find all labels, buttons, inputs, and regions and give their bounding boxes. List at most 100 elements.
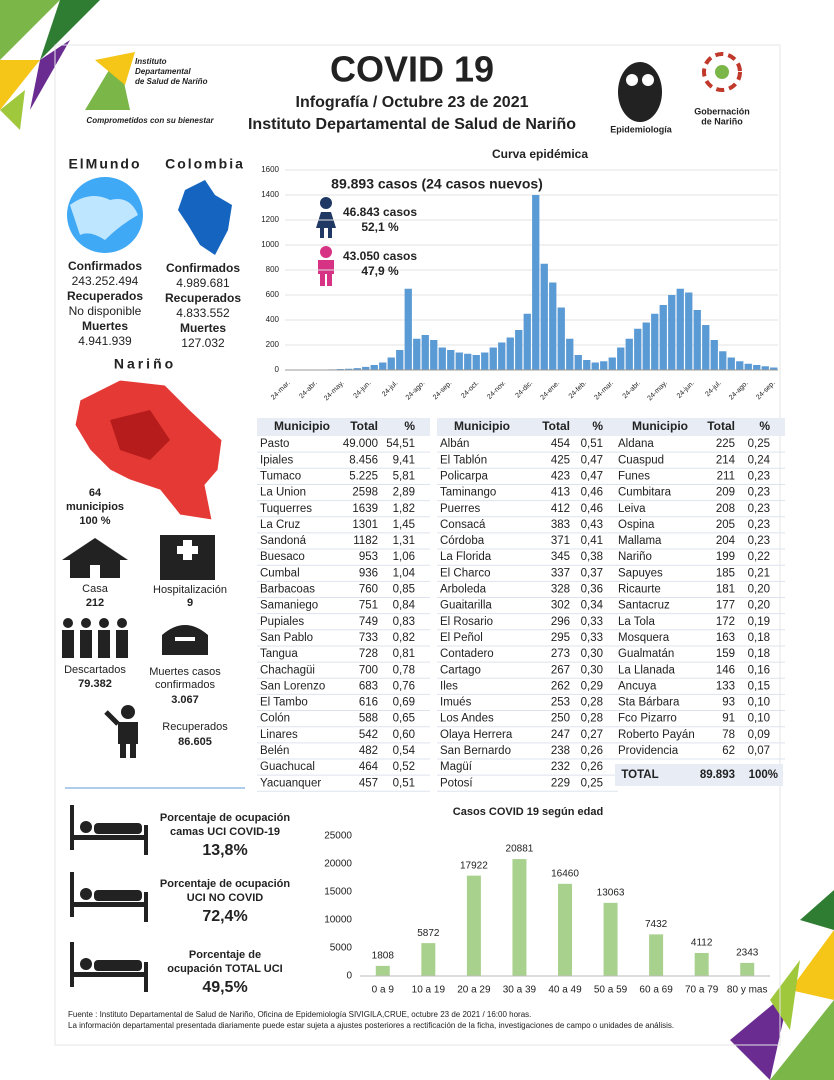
male-pct: 47,9 %	[361, 264, 399, 278]
table-cell: 159	[716, 648, 735, 660]
table-header: Total	[707, 419, 735, 433]
table-cell: 0,23	[748, 470, 770, 482]
bar	[370, 365, 378, 370]
table-cell: 232	[551, 761, 570, 773]
table-cell: 683	[359, 680, 378, 692]
bar	[375, 965, 390, 976]
bar	[404, 288, 412, 370]
y-tick-label: 200	[266, 340, 280, 349]
female-cases: 46.843 casos	[343, 205, 417, 219]
table-cell: 0,47	[581, 470, 603, 482]
table-cell: 0,25	[581, 777, 603, 789]
uci-value: 72,4%	[202, 908, 247, 925]
table-cell: Potosí	[440, 777, 473, 789]
bar	[617, 347, 625, 370]
table-cell: 250	[551, 713, 570, 725]
table-cell: 229	[551, 777, 570, 789]
table-cell: 0,24	[748, 454, 771, 466]
table-cell: El Tablón	[440, 454, 487, 466]
bar	[413, 338, 421, 370]
bar	[466, 875, 481, 976]
table-cell: 412	[551, 503, 570, 515]
table-total: TOTAL	[621, 769, 658, 781]
title: COVID 19	[330, 49, 494, 90]
table-cell: Buesaco	[260, 551, 305, 563]
stat-label: Confirmados	[68, 259, 142, 273]
table-cell: 0,27	[581, 729, 603, 741]
table-cell: 542	[359, 729, 378, 741]
table-cell: 0,23	[748, 487, 770, 499]
bar	[727, 357, 735, 370]
bar	[649, 934, 664, 976]
table-cell: 760	[359, 584, 378, 596]
bar	[353, 368, 361, 370]
table-cell: 267	[551, 664, 570, 676]
bar	[583, 360, 591, 370]
table-cell: 425	[551, 454, 570, 466]
female-pct: 52,1 %	[361, 220, 399, 234]
table-cell: 0,78	[393, 664, 415, 676]
table-cell: Ipiales	[260, 454, 293, 466]
table-cell: 0,81	[393, 648, 415, 660]
table-cell: 936	[359, 567, 378, 579]
table-cell: Albán	[440, 438, 469, 450]
x-tick-label: 70 a 79	[685, 985, 719, 996]
table-cell: Cumbal	[260, 567, 300, 579]
total-row-bg	[615, 764, 783, 786]
table-cell: 0,23	[748, 535, 770, 547]
bar	[761, 366, 769, 370]
bed-icons	[70, 805, 148, 992]
bar	[472, 355, 480, 370]
male-cases: 43.050 casos	[343, 249, 417, 263]
table-total: 89.893	[700, 769, 735, 781]
y-tick-label: 1200	[261, 215, 279, 224]
table-cell: 0,20	[748, 600, 770, 612]
stat-label: municipios	[66, 501, 124, 513]
x-tick-label: 50 a 59	[594, 985, 628, 996]
table-cell: 177	[716, 600, 735, 612]
table-cell: 0,21	[748, 567, 770, 579]
table-cell: 0,18	[748, 648, 770, 660]
stat-value: 86.605	[178, 736, 212, 748]
stat-label: Casa	[82, 583, 109, 595]
table-cell: 0,29	[581, 680, 603, 692]
table-cell: 953	[359, 551, 378, 563]
bar	[770, 367, 778, 370]
bar	[515, 330, 523, 370]
table-cell: Policarpa	[440, 470, 489, 482]
table-header-bg	[257, 418, 430, 436]
table-cell: 0,37	[581, 567, 603, 579]
colombia-map	[178, 180, 232, 255]
table-cell: 49.000	[343, 438, 378, 450]
y-tick-label: 1600	[261, 165, 279, 174]
table-cell: Yacuanquer	[260, 777, 321, 789]
table-cell: 0,47	[581, 454, 603, 466]
bar	[558, 883, 572, 976]
y-tick-label: 0	[275, 365, 280, 374]
bar	[651, 313, 659, 370]
value-label: 7432	[645, 919, 668, 930]
table-total: 100%	[749, 769, 778, 781]
bar	[694, 952, 709, 976]
table-cell: Tuquerres	[260, 503, 312, 515]
uci-label: UCI NO COVID	[187, 892, 263, 904]
table-cell: Los Andes	[440, 713, 494, 725]
bar	[642, 322, 650, 370]
table-cell: 464	[359, 761, 379, 773]
stat-value: 64	[89, 487, 102, 499]
table-cell: Ospina	[618, 519, 655, 531]
table-cell: Belén	[260, 745, 289, 757]
table-cell: 337	[551, 567, 570, 579]
bar	[710, 340, 718, 370]
bar	[693, 310, 701, 370]
table-cell: La Union	[260, 487, 306, 499]
stat-value: 212	[86, 597, 104, 609]
table-header: Total	[542, 419, 570, 433]
y-tick-label: 600	[266, 290, 280, 299]
table-cell: La Llanada	[618, 664, 676, 676]
bar	[736, 361, 744, 370]
table-cell: 0,16	[748, 664, 770, 676]
bar	[668, 295, 676, 370]
tomb-icon	[162, 625, 208, 655]
table-cell: 0,83	[393, 616, 415, 628]
